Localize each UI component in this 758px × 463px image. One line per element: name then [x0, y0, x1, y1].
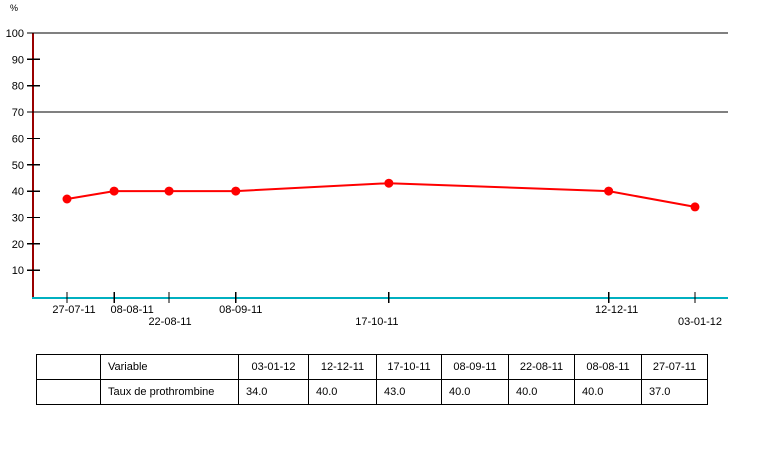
table-header-cell: 22-08-11 [508, 354, 575, 380]
data-point-marker-08-08-11 [109, 186, 119, 196]
y-tick-label-90: 90 [12, 54, 24, 66]
x-tick-label-2: 22-08-11 [148, 316, 191, 328]
x-tick-label-4: 17-10-11 [355, 316, 398, 328]
table-cell [36, 379, 101, 405]
x-tick-label-1: 08-08-11 [110, 304, 153, 316]
y-axis-unit-label: % [10, 3, 19, 13]
x-tick-label-5: 12-12-11 [595, 304, 638, 316]
table-cell: 43.0 [376, 379, 442, 405]
table-cell: 34.0 [238, 379, 309, 405]
table-row: Taux de prothrombine 34.0 40.0 43.0 40.0 40.0… [36, 379, 708, 405]
data-point-marker-17-10-11 [384, 178, 394, 188]
table-cell: 40.0 [574, 379, 642, 405]
table-header-cell: 17-10-11 [376, 354, 442, 380]
y-tick-label-20: 20 [12, 239, 24, 251]
y-tick-label-40: 40 [12, 186, 24, 198]
table-cell: Taux de prothrombine [100, 379, 239, 405]
y-tick-label-60: 60 [12, 133, 24, 145]
table-header-cell: 08-09-11 [441, 354, 509, 380]
table-header-cell: 27-07-11 [641, 354, 708, 380]
data-point-marker-12-12-11 [604, 186, 614, 196]
x-tick-label-6: 03-01-12 [678, 316, 722, 328]
y-tick-label-80: 80 [12, 81, 24, 93]
y-tick-label-100: 100 [6, 28, 24, 40]
x-tick-label-3: 08-09-11 [219, 304, 262, 316]
table-cell: 37.0 [641, 379, 708, 405]
data-point-marker-27-07-11 [62, 194, 72, 204]
y-tick-label-70: 70 [12, 107, 24, 119]
y-tick-label-50: 50 [12, 160, 24, 172]
data-table: Variable 03-01-12 12-12-11 17-10-11 08-09-11… [36, 354, 708, 405]
table-cell: 40.0 [308, 379, 377, 405]
series-line [66, 182, 696, 208]
table-cell: 40.0 [508, 379, 575, 405]
table-cell: 40.0 [441, 379, 509, 405]
table-header-cell: 12-12-11 [308, 354, 377, 380]
data-point-marker-08-09-11 [231, 186, 241, 196]
y-tick-label-10: 10 [12, 265, 24, 277]
data-point-marker-22-08-11 [164, 186, 174, 196]
x-tick-label-0: 27-07-11 [52, 304, 95, 316]
data-point-marker-03-01-12 [690, 202, 700, 212]
table-header-row: Variable 03-01-12 12-12-11 17-10-11 08-09-11… [36, 354, 708, 380]
table-header-cell: 03-01-12 [238, 354, 309, 380]
prothrombin-line-chart: 10 20 30 40 50 60 70 80 90 100 27-07-11 08-08-1122-… [6, 28, 728, 328]
table-header-cell: 08-08-11 [574, 354, 642, 380]
y-tick-label-30: 30 [12, 212, 24, 224]
table-header-cell: Variable [100, 354, 239, 380]
table-header-cell [36, 354, 101, 380]
